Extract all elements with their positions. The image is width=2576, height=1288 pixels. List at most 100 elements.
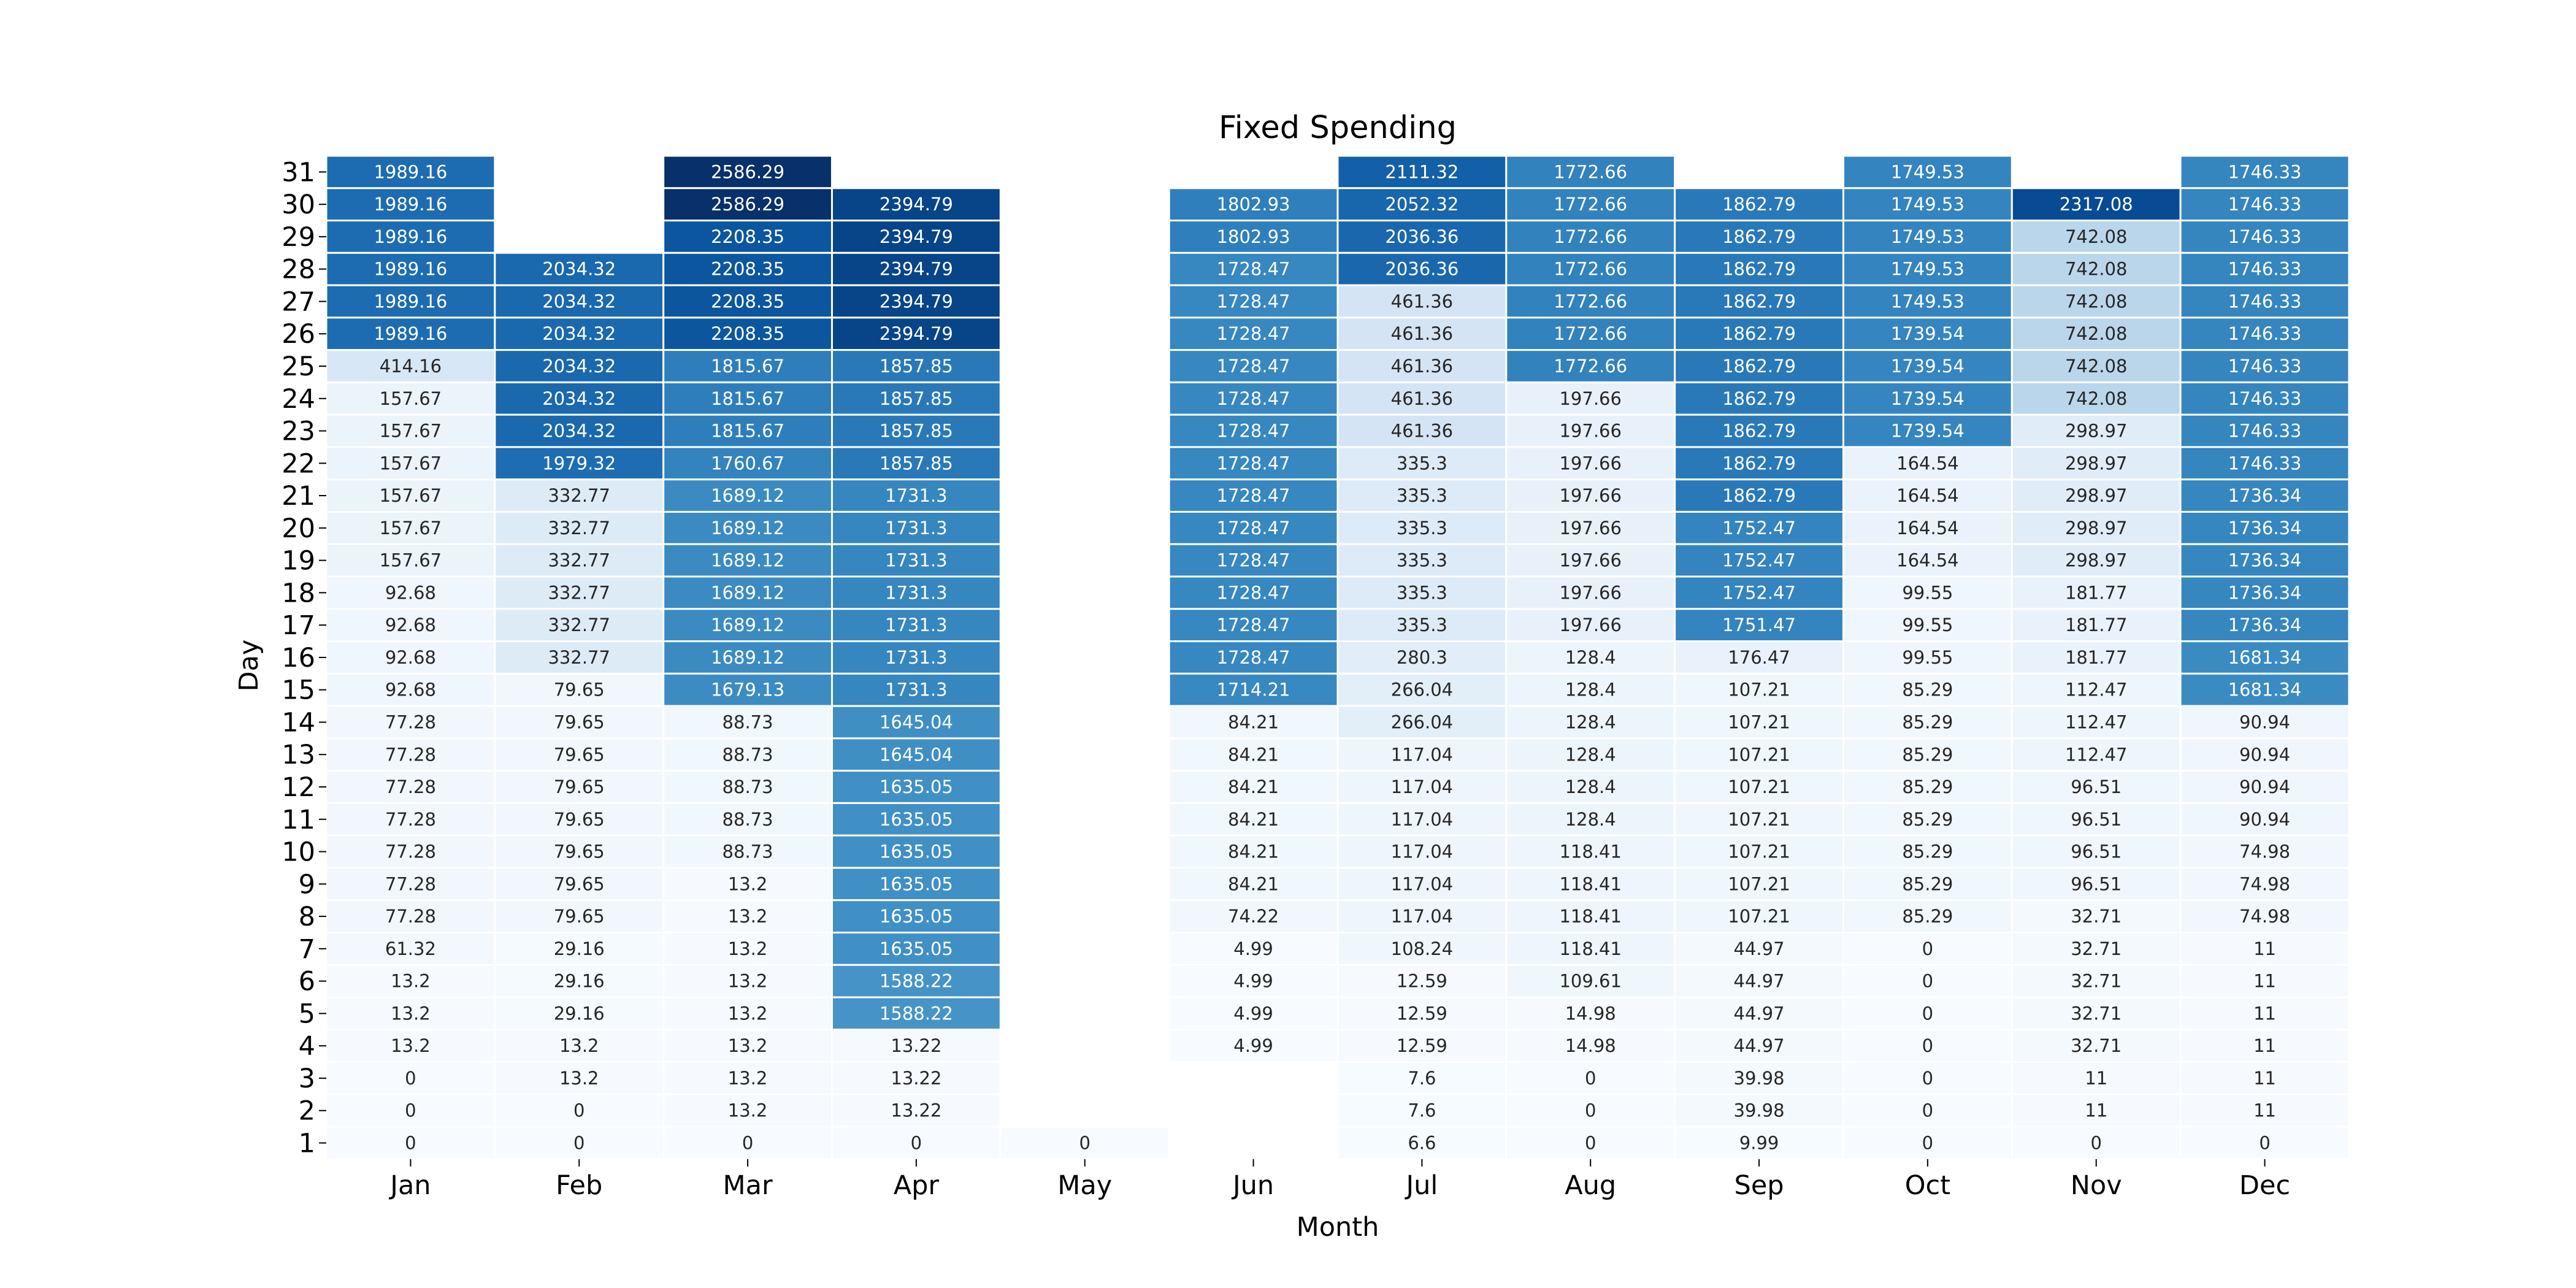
cell-value-label: 1728.47 <box>1217 518 1290 539</box>
heatmap-cell <box>1842 155 2013 190</box>
cell-value-label: 1681.34 <box>2228 680 2302 700</box>
cell-value-label: 335.3 <box>1397 615 1447 635</box>
cell-value-label: 11 <box>2253 971 2276 992</box>
heatmap-cell <box>1168 1029 1339 1064</box>
heatmap-cell <box>2179 543 2350 578</box>
heatmap-cell <box>1336 349 1508 383</box>
heatmap-cell <box>2179 155 2350 190</box>
cell-value-label: 13.2 <box>728 1068 768 1089</box>
heatmap-cell <box>662 705 833 740</box>
cell-value-label: 1862.79 <box>1722 194 1796 215</box>
cell-value-label: 1772.66 <box>1554 161 1627 182</box>
cell-value-label: 44.97 <box>1734 1003 1785 1024</box>
cell-value-label: 2208.35 <box>711 226 784 247</box>
cell-value-label: 107.21 <box>1728 841 1790 862</box>
cell-value-label: 1731.3 <box>885 518 947 539</box>
heatmap-cell <box>494 737 665 772</box>
heatmap-cell <box>2179 381 2350 416</box>
cell-value-label: 2586.29 <box>711 194 784 215</box>
heatmap-cell <box>1336 187 1508 222</box>
x-axis-label: Month <box>1297 1212 1379 1243</box>
heatmap-cell <box>2179 510 2350 545</box>
heatmap-cell <box>1168 931 1339 966</box>
cell-value-label: 84.21 <box>1228 873 1279 894</box>
cell-value-label: 96.51 <box>2071 809 2122 830</box>
heatmap-cell <box>830 672 1002 707</box>
cell-value-label: 414.16 <box>380 356 442 377</box>
cell-value-label: 157.67 <box>380 550 442 571</box>
heatmap-cell <box>1674 964 1844 999</box>
cell-value-label: 39.98 <box>1734 1100 1785 1121</box>
cell-value-label: 197.66 <box>1559 453 1621 473</box>
heatmap-cell <box>494 1125 665 1160</box>
heatmap-cell <box>830 996 1002 1031</box>
heatmap-cell <box>1674 284 1844 319</box>
heatmap-cell <box>2179 996 2350 1031</box>
heatmap-cell <box>1168 834 1339 869</box>
heatmap-cell <box>662 284 833 319</box>
heatmap-cell <box>1168 413 1339 448</box>
cell-value-label: 0 <box>1585 1068 1596 1089</box>
y-tick-label: 12 <box>282 772 315 803</box>
cell-value-label: 44.97 <box>1734 938 1785 959</box>
y-tick-label: 9 <box>299 869 315 900</box>
heatmap-cell <box>1842 478 2013 513</box>
cell-value-label: 92.68 <box>385 647 436 668</box>
heatmap-cell <box>662 1061 833 1095</box>
y-tick-label: 4 <box>299 1031 315 1062</box>
cell-value-label: 335.3 <box>1397 485 1447 506</box>
heatmap-cell <box>1674 381 1844 416</box>
cell-value-label: 2208.35 <box>711 259 784 280</box>
cell-value-label: 157.67 <box>380 518 442 539</box>
x-tick-label: Oct <box>1905 1170 1950 1201</box>
heatmap-cell <box>999 1125 1170 1160</box>
cell-value-label: 1731.3 <box>885 680 947 700</box>
heatmap-cell <box>662 640 833 675</box>
y-tick-label: 27 <box>282 286 315 317</box>
cell-value-label: 107.21 <box>1728 906 1790 927</box>
cell-value-label: 128.4 <box>1565 809 1616 830</box>
cell-value-label: 1728.47 <box>1217 388 1290 409</box>
cell-value-label: 1862.79 <box>1722 485 1796 506</box>
cell-value-label: 32.71 <box>2071 1003 2122 1024</box>
heatmap-cell <box>2011 964 2182 999</box>
heatmap-cell <box>1674 672 1844 707</box>
cell-value-label: 2394.79 <box>880 259 953 280</box>
cell-value-label: 266.04 <box>1391 680 1453 700</box>
cell-value-label: 1731.3 <box>885 550 947 571</box>
heatmap-cell <box>1168 737 1339 772</box>
cell-value-label: 1772.66 <box>1554 356 1627 377</box>
heatmap-cell <box>2011 802 2182 837</box>
cell-value-label: 29.16 <box>554 938 605 959</box>
cell-value-label: 2317.08 <box>2060 194 2133 215</box>
cell-value-label: 0 <box>573 1132 585 1153</box>
heatmap-cell <box>2179 964 2350 999</box>
cell-value-label: 1749.53 <box>1891 226 1965 247</box>
cell-value-label: 107.21 <box>1728 873 1790 894</box>
heatmap-cell <box>494 705 665 740</box>
cell-value-label: 39.98 <box>1734 1068 1785 1089</box>
heatmap-cell <box>830 316 1002 351</box>
cell-value-label: 96.51 <box>2071 776 2122 797</box>
cell-value-label: 112.47 <box>2065 680 2127 700</box>
cell-value-label: 1736.34 <box>2228 550 2302 571</box>
heatmap-cell <box>2179 413 2350 448</box>
cell-value-label: 0 <box>2090 1132 2101 1153</box>
heatmap-cell <box>662 575 833 610</box>
heatmap-cell <box>1168 575 1339 610</box>
cell-value-label: 92.68 <box>385 615 436 635</box>
heatmap-cell <box>662 413 833 448</box>
cell-value-label: 84.21 <box>1228 809 1279 830</box>
cell-value-label: 0 <box>573 1100 585 1121</box>
x-tick-label: May <box>1057 1170 1112 1201</box>
cell-value-label: 742.08 <box>2065 356 2127 377</box>
heatmap-cell <box>2179 931 2350 966</box>
cell-value-label: 0 <box>1922 1132 1933 1153</box>
cell-value-label: 90.94 <box>2239 744 2290 765</box>
cell-value-label: 461.36 <box>1391 356 1453 377</box>
cell-value-label: 461.36 <box>1391 323 1453 344</box>
heatmap-cell <box>662 1093 833 1128</box>
y-tick-label: 31 <box>282 157 315 188</box>
heatmap-cell <box>1674 931 1844 966</box>
heatmap-cell <box>662 1029 833 1064</box>
